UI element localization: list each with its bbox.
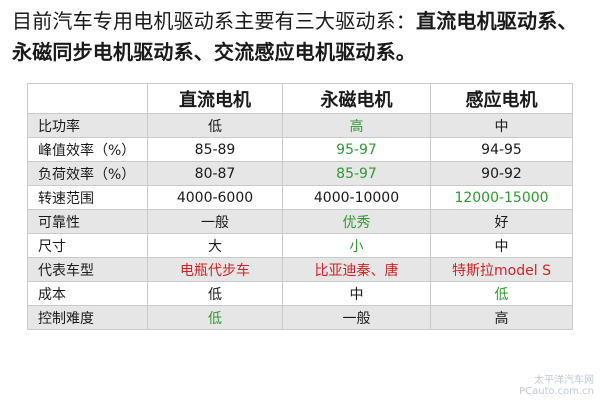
table-cell: 低 xyxy=(147,113,283,138)
row-label: 峰值效率（%） xyxy=(27,137,148,162)
motor-comparison-table: 直流电机 永磁电机 感应电机 比功率低高中峰值效率（%） 85-89 95-97 94… xyxy=(27,83,573,330)
table-row: 峰值效率（%） 85-89 95-97 94-95 xyxy=(27,137,573,162)
table-cell: 4000-6000 xyxy=(147,185,283,210)
watermark: 太平洋汽车网 PCauto.com.cn xyxy=(519,375,594,397)
table-cell: 高 xyxy=(282,113,431,138)
table-cell: 小 xyxy=(282,233,431,258)
row-label: 控制难度 xyxy=(27,305,148,330)
table-cell: 90-92 xyxy=(430,161,573,186)
table-cell: 85-97 xyxy=(282,161,431,186)
table-cell: 比亚迪秦、唐 xyxy=(282,257,431,282)
table-row: 可靠性 一般 优秀好 xyxy=(27,209,573,234)
intro-bold-text: 直流电机驱动系、永磁同步电机驱动系、交流感应电机驱动系。 xyxy=(12,9,578,64)
column-header: 感应电机 xyxy=(430,83,573,114)
table-row: 负荷效率（%） 80-87 85-97 90-92 xyxy=(27,161,573,186)
table-cell: 94-95 xyxy=(430,137,573,162)
row-label: 成本 xyxy=(27,281,148,306)
table-body: 比功率低高中峰值效率（%） 85-89 95-97 94-95 负荷效率（%） 80-87… xyxy=(27,113,573,330)
table-row: 转速范围 4000-6000 4000-10000 12000-15000 xyxy=(27,185,573,210)
table-cell: 12000-15000 xyxy=(430,185,573,210)
table-cell: 电瓶代步车 xyxy=(147,257,283,282)
table-cell: 特斯拉model S xyxy=(430,257,573,282)
table-cell: 低 xyxy=(147,305,283,330)
table-cell: 85-89 xyxy=(147,137,283,162)
table-cell: 一般 xyxy=(147,209,283,234)
watermark-line-1: 太平洋汽车网 xyxy=(534,375,594,386)
table-cell: 低 xyxy=(430,281,573,306)
column-header: 直流电机 xyxy=(147,83,283,114)
column-header: 永磁电机 xyxy=(282,83,431,114)
table-cell: 95-97 xyxy=(282,137,431,162)
table-cell: 高 xyxy=(430,305,573,330)
table-cell: 一般 xyxy=(282,305,431,330)
table-cell: 中 xyxy=(430,113,573,138)
table-cell: 低 xyxy=(147,281,283,306)
table-row: 比功率低高中 xyxy=(27,113,573,138)
table-cell: 中 xyxy=(430,233,573,258)
row-label: 比功率 xyxy=(27,113,148,138)
row-label: 尺寸 xyxy=(27,233,148,258)
intro-normal-text: 目前汽车专用电机驱动系主要有三大驱动系： xyxy=(12,9,416,33)
row-label: 可靠性 xyxy=(27,209,148,234)
header-row: 直流电机 永磁电机 感应电机 xyxy=(27,83,573,114)
corner-cell xyxy=(27,83,148,114)
table-cell: 80-87 xyxy=(147,161,283,186)
table-cell: 中 xyxy=(282,281,431,306)
row-label: 转速范围 xyxy=(27,185,148,210)
table-row: 代表车型 电瓶代步车 比亚迪秦、唐 特斯拉model S xyxy=(27,257,573,282)
table-cell: 大 xyxy=(147,233,283,258)
table-cell: 优秀 xyxy=(282,209,431,234)
table-cell: 好 xyxy=(430,209,573,234)
row-label: 负荷效率（%） xyxy=(27,161,148,186)
table-row: 控制难度低一般高 xyxy=(27,305,573,330)
watermark-line-2: PCauto.com.cn xyxy=(519,386,594,397)
table-cell: 4000-10000 xyxy=(282,185,431,210)
intro-text: 目前汽车专用电机驱动系主要有三大驱动系：直流电机驱动系、永磁同步电机驱动系、交流… xyxy=(12,6,594,68)
table-row: 尺寸大小中 xyxy=(27,233,573,258)
table-row: 成本低中低 xyxy=(27,281,573,306)
row-label: 代表车型 xyxy=(27,257,148,282)
